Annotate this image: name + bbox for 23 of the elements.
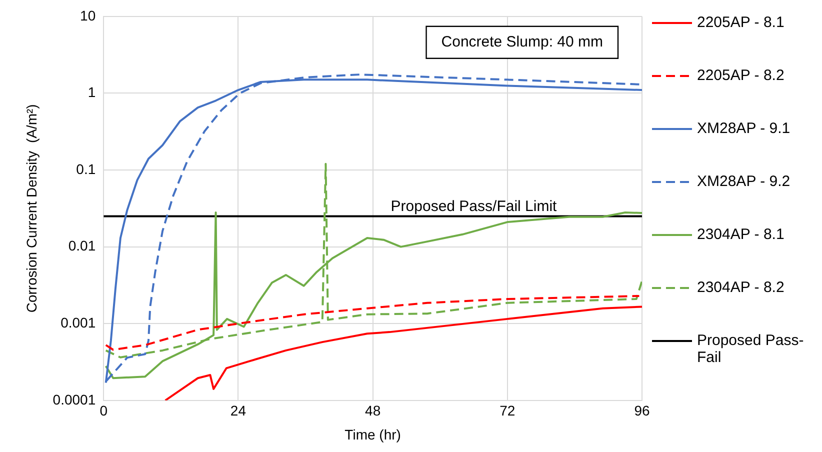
y-axis-title: Corrosion Current Density (A/m²) — [23, 104, 40, 313]
x-axis-title: Time (hr) — [344, 426, 401, 442]
x-tick-label: 72 — [500, 402, 516, 419]
legend-label: 2205AP - 8.1 — [697, 14, 784, 31]
legend-label: XM28AP - 9.2 — [697, 173, 790, 190]
legend-label: XM28AP - 9.1 — [697, 120, 790, 137]
legend-label: 2304AP - 8.1 — [697, 226, 784, 243]
y-tick-label: 0.1 — [76, 160, 96, 177]
annotation: Proposed Pass/Fail Limit — [390, 198, 558, 215]
y-tick-label: 0.0001 — [52, 391, 96, 408]
x-tick-label: 96 — [634, 402, 650, 419]
y-tick-label: 0.001 — [60, 314, 96, 330]
x-tick-label: 24 — [230, 402, 246, 419]
legend-label: 2205AP - 8.2 — [697, 67, 784, 84]
line-series — [104, 294, 640, 351]
y-tick-label: 1 — [88, 84, 96, 100]
x-tick-label: 0 — [100, 402, 108, 419]
annotation: Concrete Slump: 40 mm — [441, 34, 604, 51]
y-tick-label: 10 — [80, 7, 96, 24]
legend-label: 2304AP - 8.2 — [697, 279, 784, 296]
x-tick-label: 48 — [365, 402, 381, 419]
legend-label: Proposed Pass-Fail — [697, 332, 805, 366]
y-tick-label: 0.01 — [68, 238, 96, 254]
